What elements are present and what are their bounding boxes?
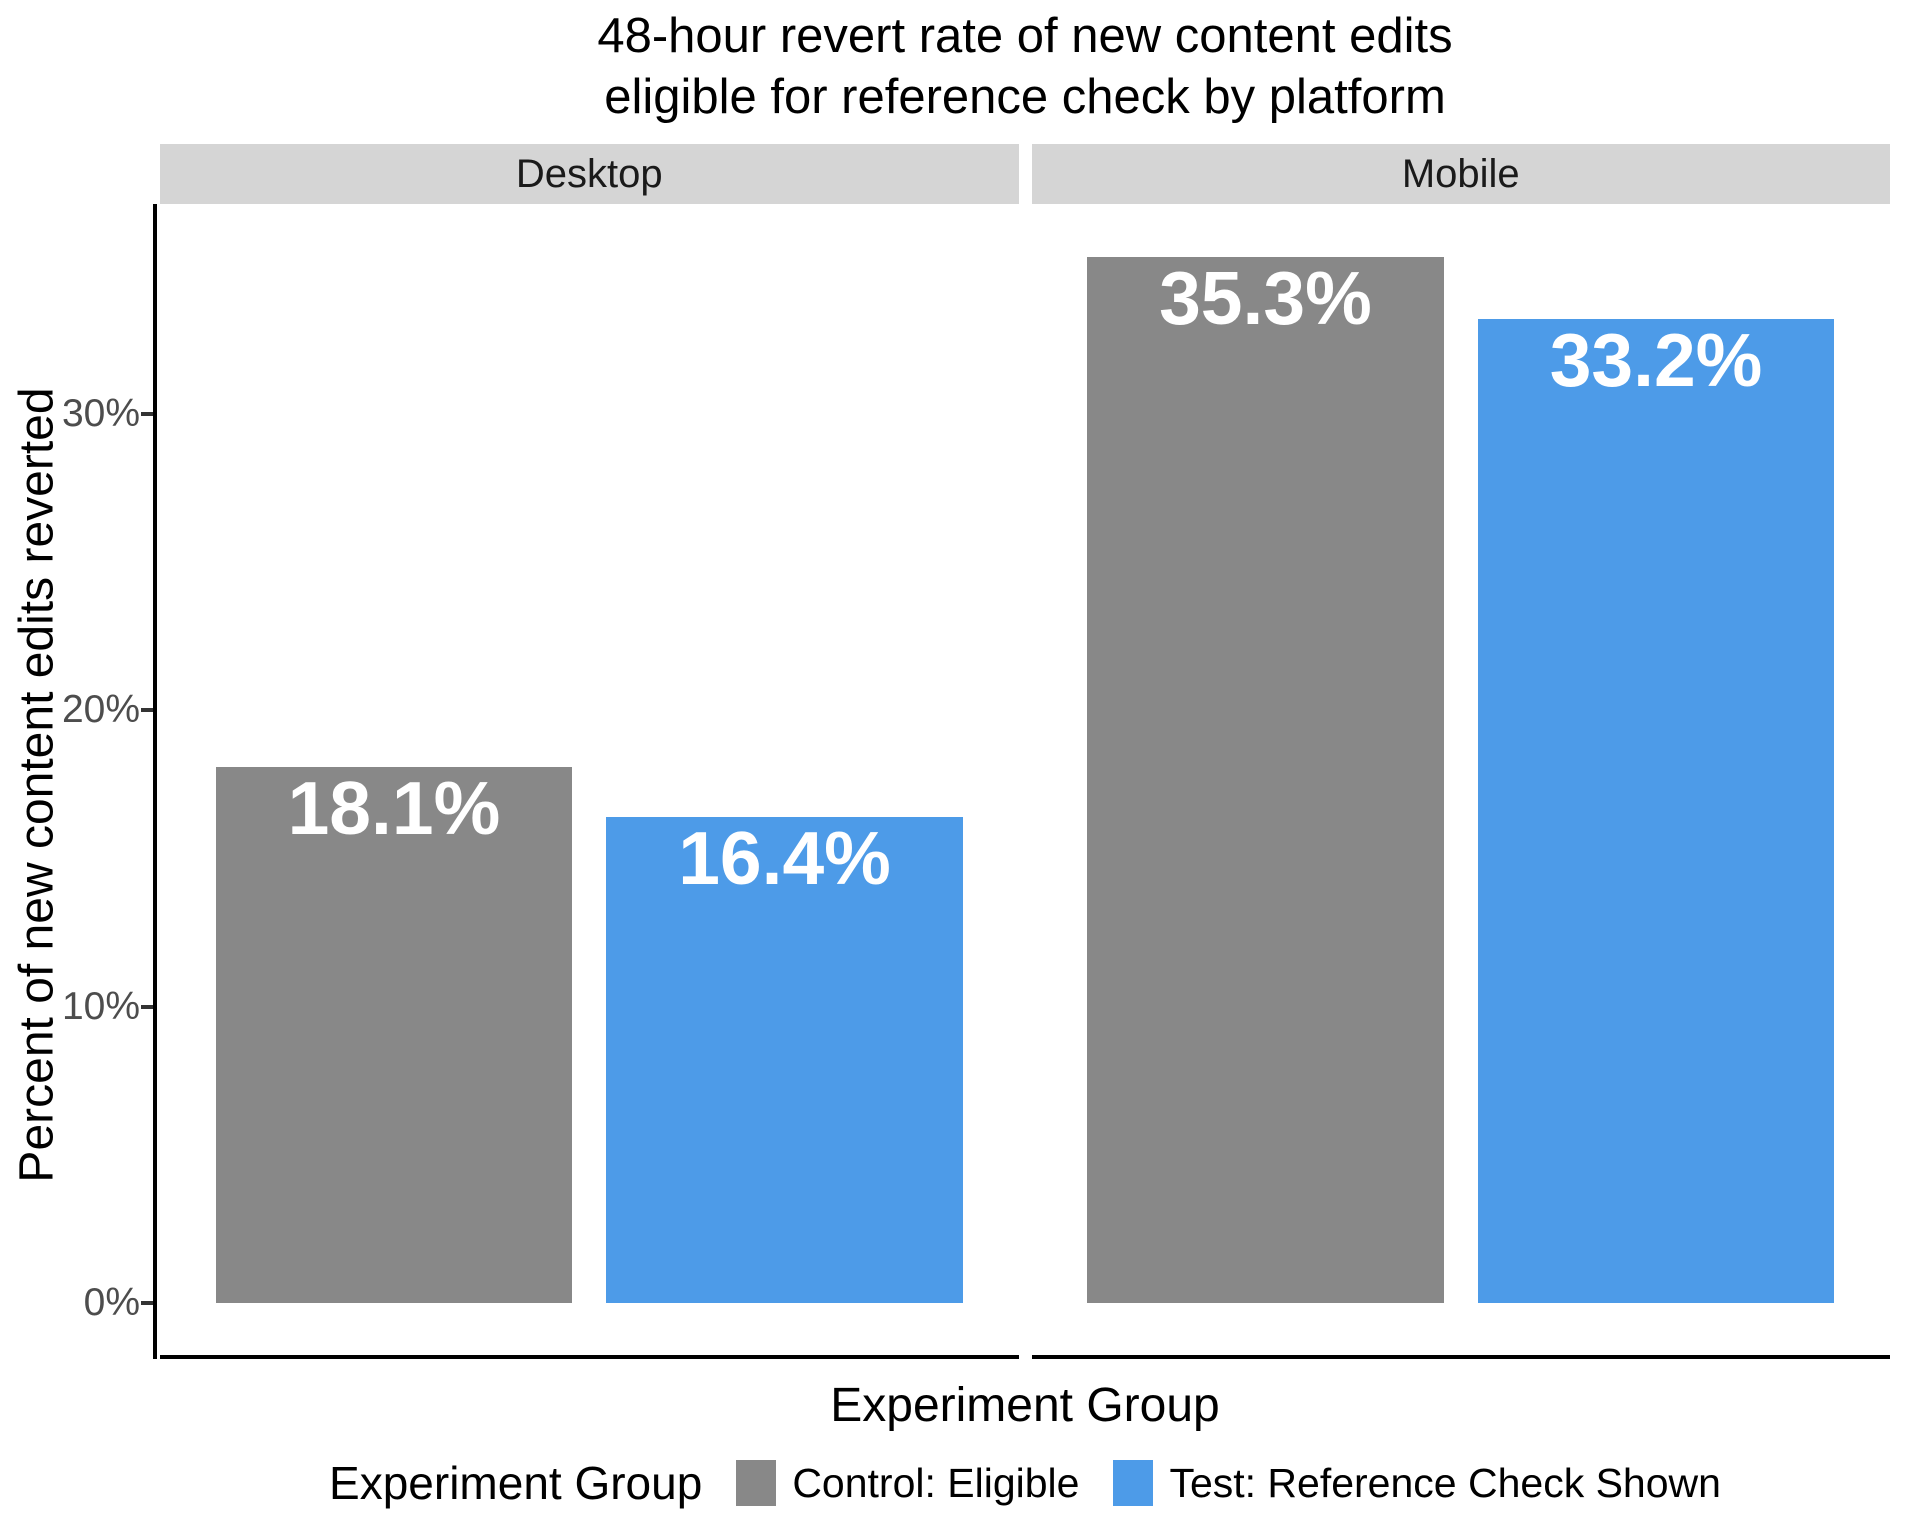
- legend-label: Test: Reference Check Shown: [1169, 1459, 1721, 1506]
- bar-value-label: 33.2%: [1549, 318, 1763, 403]
- bar-value-label: 35.3%: [1159, 256, 1372, 341]
- y-tick-mark: [141, 1004, 153, 1009]
- chart-title-line-1: 48-hour revert rate of new content edits: [597, 9, 1453, 63]
- legend-swatch-test: [1113, 1460, 1154, 1506]
- legend: Experiment Group Control: Eligible Test: …: [160, 1446, 1890, 1520]
- y-tick-mark: [141, 412, 153, 417]
- y-axis-line: [153, 204, 157, 1359]
- plot-area: Desktop 18.1% 16.4% Mobile 35.3% 33.2%: [160, 144, 1890, 1359]
- y-tick-label: 0%: [83, 1281, 140, 1324]
- y-axis-title: Percent of new content edits reverted: [10, 387, 64, 1183]
- facet-strip-label: Mobile: [1031, 144, 1890, 204]
- x-axis-title: Experiment Group: [830, 1379, 1220, 1432]
- legend-entry-control: Control: Eligible: [736, 1460, 1079, 1507]
- legend-title: Experiment Group: [329, 1457, 703, 1509]
- chart-title-line-2: eligible for reference check by platform: [604, 70, 1446, 124]
- y-tick-mark: [141, 708, 153, 713]
- chart-title: 48-hour revert rate of new content edits…: [160, 6, 1890, 128]
- y-tick-label: 10%: [61, 984, 140, 1028]
- y-tick-label: 30%: [61, 392, 140, 436]
- bar-desktop-control: 18.1%: [215, 765, 573, 1303]
- facet-panel: 18.1% 16.4%: [160, 204, 1019, 1359]
- bar-mobile-control: 35.3%: [1087, 256, 1444, 1303]
- facet-desktop: Desktop 18.1% 16.4%: [160, 144, 1019, 1359]
- legend-swatch-control: [736, 1460, 777, 1506]
- y-tick-mark: [141, 1301, 153, 1305]
- y-tick-label: 20%: [61, 688, 140, 732]
- bar-value-label: 16.4%: [678, 816, 891, 901]
- legend-entry-test: Test: Reference Check Shown: [1113, 1460, 1721, 1507]
- facet-mobile: Mobile 35.3% 33.2%: [1031, 144, 1890, 1359]
- facet-strip-label: Desktop: [160, 144, 1019, 204]
- bar-value-label: 18.1%: [287, 765, 501, 850]
- facet-panel: 35.3% 33.2%: [1031, 204, 1890, 1359]
- bar-desktop-test: 16.4%: [606, 816, 963, 1303]
- bar-mobile-test: 33.2%: [1477, 318, 1835, 1303]
- legend-label: Control: Eligible: [792, 1459, 1080, 1506]
